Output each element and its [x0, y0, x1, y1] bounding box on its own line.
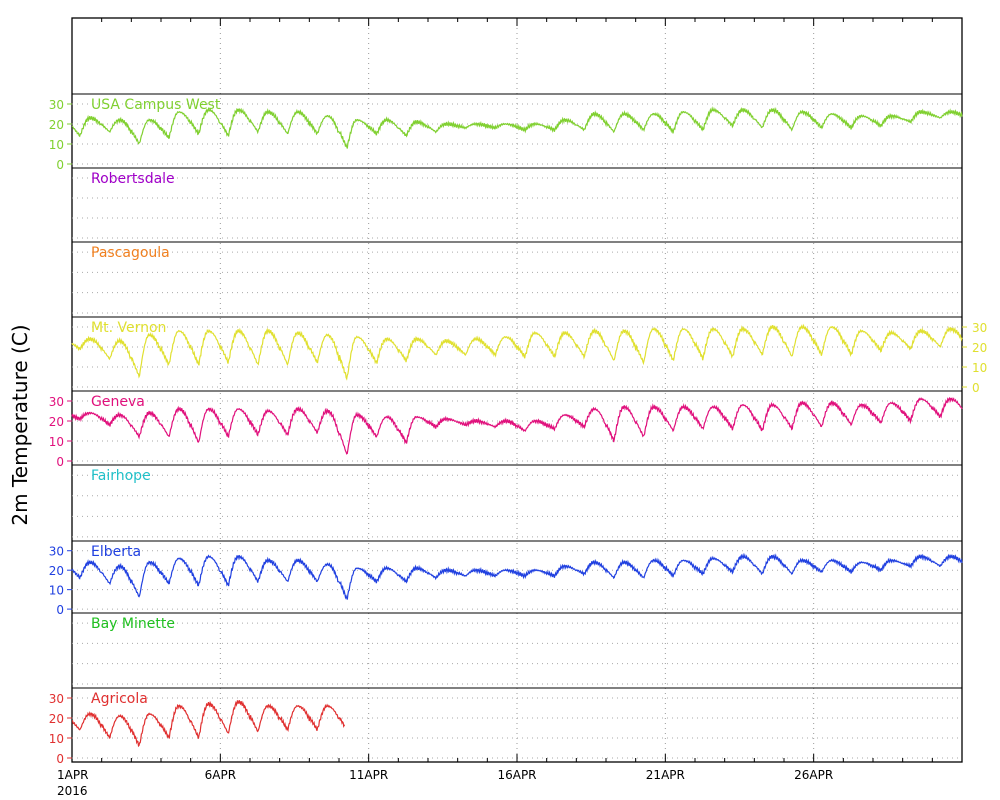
x-tick-label: 16APR — [497, 768, 536, 782]
y-tick-label: 20 — [49, 564, 64, 578]
station-label: Pascagoula — [91, 245, 170, 261]
y-tick-label: 0 — [56, 752, 64, 766]
y-tick-label: 30 — [49, 395, 64, 409]
station-label: Agricola — [91, 691, 148, 707]
x-tick-label: 6APR — [205, 768, 236, 782]
y-tick-label: 20 — [972, 341, 987, 355]
y-tick-label: 30 — [49, 98, 64, 112]
station-label: Bay Minette — [91, 616, 175, 632]
y-tick-label: 0 — [56, 158, 64, 172]
x-tick-label: 11APR — [349, 768, 388, 782]
y-tick-label: 0 — [972, 381, 980, 395]
y-tick-label: 30 — [972, 321, 987, 335]
station-label: USA Campus West — [91, 97, 221, 113]
station-label: Elberta — [91, 544, 141, 560]
x-tick-label: 1APR — [57, 768, 88, 782]
y-tick-label: 10 — [49, 435, 64, 449]
y-tick-label: 0 — [56, 603, 64, 617]
y-tick-label: 30 — [49, 545, 64, 559]
y-tick-label: 10 — [972, 361, 987, 375]
y-tick-label: 20 — [49, 118, 64, 132]
x-tick-label: 21APR — [646, 768, 685, 782]
station-label: Fairhope — [91, 468, 151, 484]
series-line — [71, 323, 963, 381]
y-tick-label: 20 — [49, 415, 64, 429]
series-line — [71, 106, 963, 149]
x-tick-label-year: 2016 — [57, 784, 88, 798]
x-tick-label: 26APR — [794, 768, 833, 782]
series-line — [71, 397, 963, 455]
y-tick-label: 10 — [49, 138, 64, 152]
plot-frame — [71, 17, 963, 763]
series-line — [71, 700, 345, 748]
y-tick-label: 10 — [49, 732, 64, 746]
station-label: Robertsdale — [91, 171, 175, 187]
station-label: Geneva — [91, 394, 145, 410]
y-tick-label: 10 — [49, 584, 64, 598]
series-line — [71, 552, 963, 600]
y-tick-label: 20 — [49, 712, 64, 726]
station-label: Mt. Vernon — [91, 320, 166, 336]
y-tick-label: 30 — [49, 692, 64, 706]
y-tick-label: 0 — [56, 455, 64, 469]
y-axis-title: 2m Temperature (C) — [8, 324, 32, 525]
